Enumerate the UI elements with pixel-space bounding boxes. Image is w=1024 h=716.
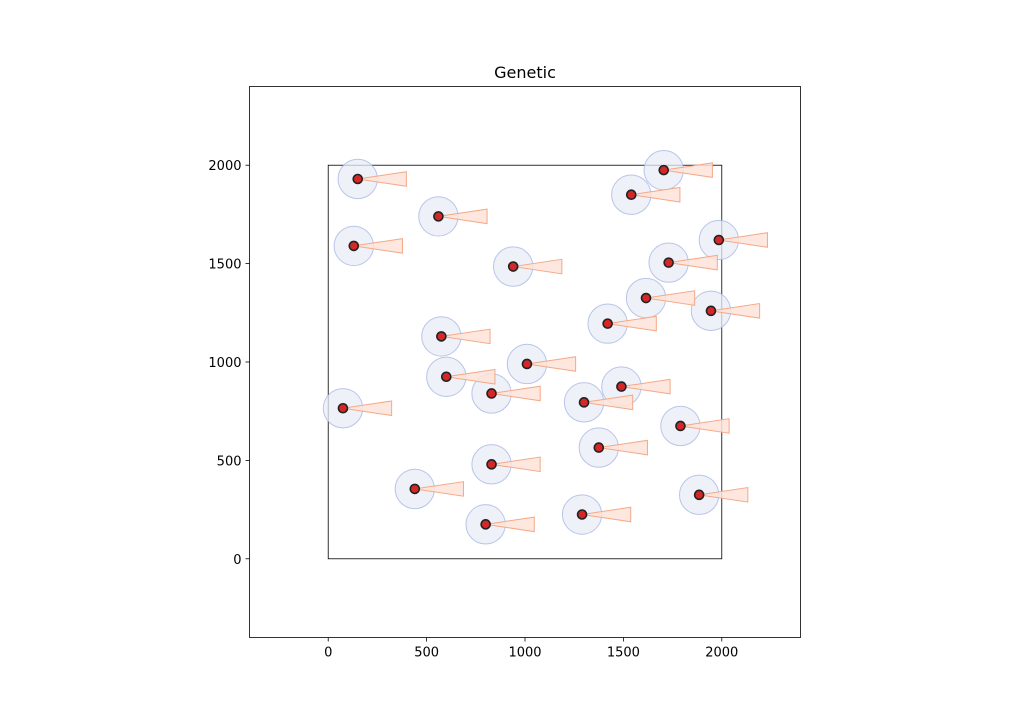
x-tick-label: 2000 [705,646,738,661]
sensor-point [663,257,674,268]
view-sector [353,238,403,254]
sensor-point [521,358,533,370]
view-sector [645,290,696,306]
view-sector [491,385,541,402]
view-sector [441,328,491,345]
view-sector [446,368,496,385]
view-sector [710,302,761,319]
sensor-point [486,388,497,399]
sensor-point [578,397,590,408]
view-sector [485,516,535,533]
sensor-point [486,459,497,470]
view-sector [680,418,730,434]
view-sector [357,171,407,187]
sensor-point [480,519,491,530]
view-sector [699,486,749,503]
sensor-point [440,371,452,383]
marks-layer [322,149,768,560]
y-tick-label: 500 [217,454,242,469]
sensor-point [675,420,686,432]
sensor-point [348,240,360,252]
sensor-point [693,489,705,501]
sensor-point [713,234,725,246]
y-tick-label: 1000 [208,356,241,371]
x-tick-label: 1500 [607,646,640,661]
view-sector [342,400,393,417]
sensor-point [625,189,637,201]
x-tick-label: 500 [414,646,439,661]
y-tick-label: 1500 [208,258,241,273]
view-sector [526,356,577,372]
x-tick-label: 1000 [508,646,541,661]
view-sector [631,186,681,203]
sensor-point [640,292,652,304]
view-sector [438,208,488,225]
boundary-rect [327,164,723,560]
view-sector [598,439,648,456]
x-tick-label: 0 [324,646,332,661]
sensor-point [337,402,349,414]
view-sector [718,232,768,248]
sensor-point [352,173,364,185]
view-sector [513,258,563,275]
sensor-point [616,381,627,392]
sensor-point [602,318,613,329]
sensor-point [658,164,670,176]
y-tick-label: 2000 [208,159,241,174]
sensor-point [593,442,605,453]
view-sector [607,315,657,332]
view-sector [581,506,632,523]
view-sector [621,378,671,395]
chart-title: Genetic [494,63,556,82]
sensor-point [576,509,588,520]
sensor-point [705,305,717,317]
view-sector [663,162,713,178]
view-sector [668,254,718,271]
y-tick-label: 0 [233,553,241,568]
sensor-point [507,261,519,272]
view-sector [414,481,464,497]
view-sector [491,456,541,473]
view-sector [583,394,634,411]
sensor-point [409,483,421,495]
sensor-point [436,331,447,342]
sensor-point [433,211,444,222]
axes-layer: 0 500 1000 1500 2000 0 500 1000 1500 2000 [208,86,801,661]
